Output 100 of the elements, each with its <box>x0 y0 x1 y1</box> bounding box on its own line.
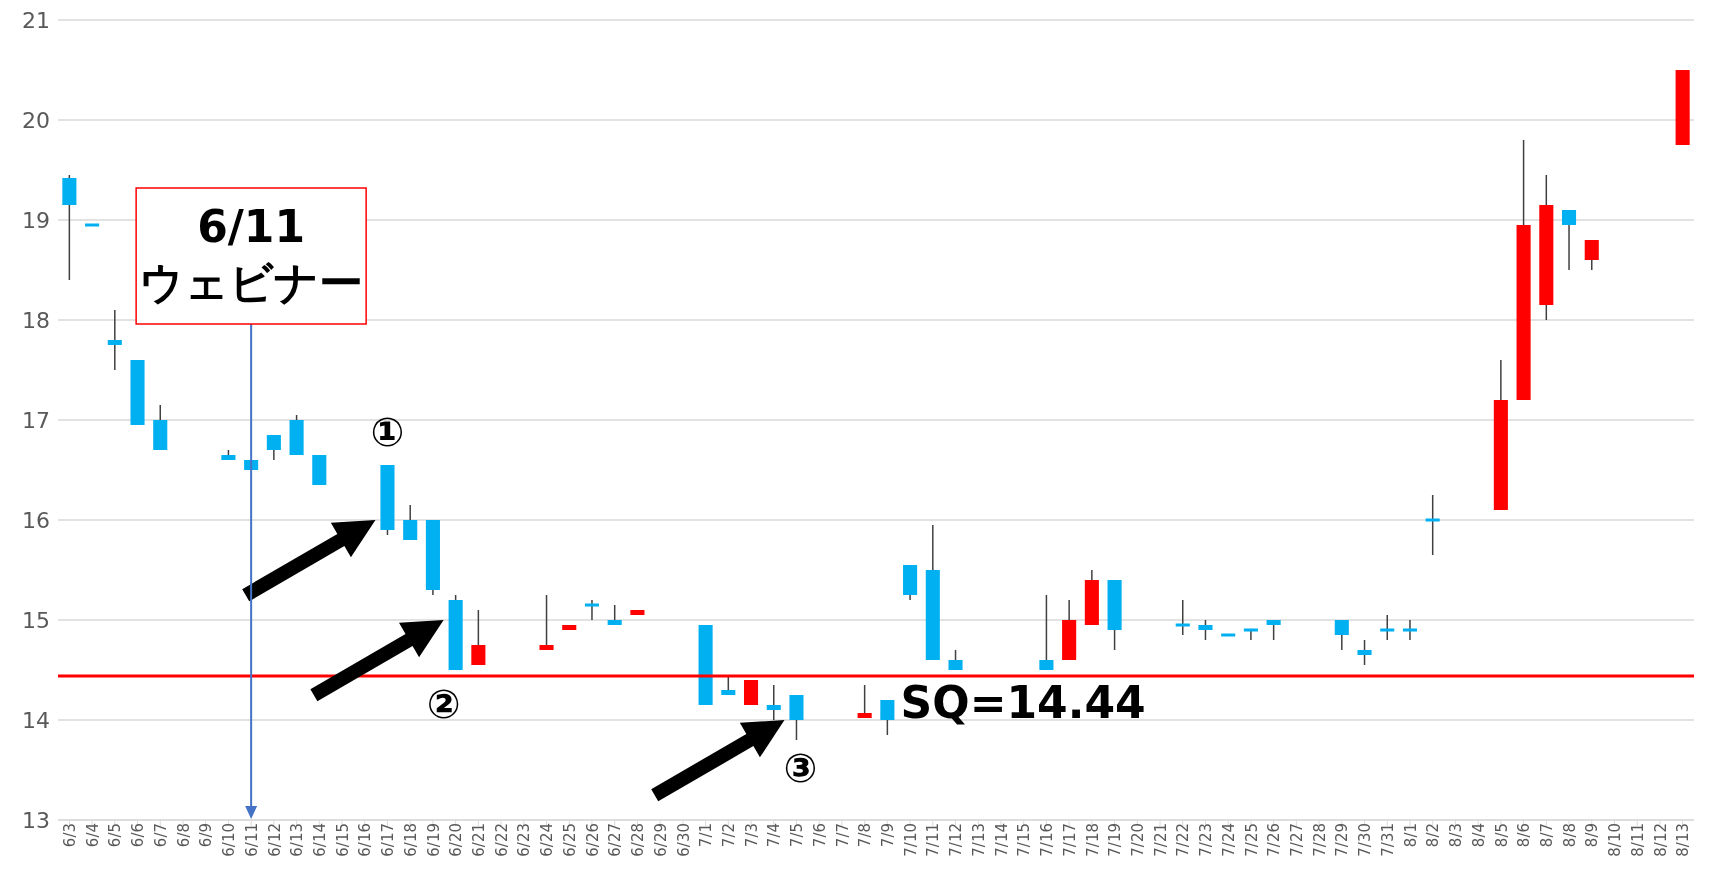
candlestick <box>1561 209 1577 271</box>
x-tick-label: 6/16 <box>356 823 375 857</box>
x-tick-label: 7/24 <box>1219 823 1238 857</box>
x-tick-label: 6/6 <box>129 823 148 848</box>
x-tick-label: 6/9 <box>197 823 216 848</box>
x-tick-label: 8/6 <box>1515 823 1534 848</box>
x-tick-label: 6/7 <box>151 823 170 848</box>
x-tick-label: 6/10 <box>220 823 239 857</box>
x-tick-label: 8/7 <box>1537 823 1556 848</box>
x-tick-label: 6/25 <box>560 823 579 857</box>
x-tick-label: 7/18 <box>1083 823 1102 857</box>
candlestick <box>584 599 600 621</box>
x-tick-label: 7/22 <box>1174 823 1193 857</box>
x-tick-label: 7/15 <box>1015 823 1034 857</box>
x-tick-label: 7/7 <box>833 823 852 848</box>
x-tick-label: 7/12 <box>947 823 966 857</box>
x-tick-label: 6/4 <box>83 823 102 848</box>
x-tick-label: 7/9 <box>879 823 898 848</box>
y-tick-label: 15 <box>22 607 50 633</box>
x-tick-label: 7/20 <box>1128 823 1147 857</box>
x-tick-label: 8/12 <box>1651 823 1670 857</box>
x-tick-label: 8/8 <box>1560 823 1579 848</box>
x-tick-label: 6/27 <box>606 823 625 857</box>
candlestick <box>1243 628 1258 641</box>
candlestick <box>539 594 554 651</box>
x-tick-label: 7/11 <box>924 823 943 857</box>
x-tick-label: 7/23 <box>1197 823 1216 857</box>
x-tick-label: 7/21 <box>1151 823 1170 857</box>
x-tick-label: 7/27 <box>1288 823 1307 857</box>
x-tick-label: 7/6 <box>810 823 829 848</box>
x-tick-label: 6/3 <box>61 823 80 848</box>
x-tick-label: 8/4 <box>1469 823 1488 848</box>
x-tick-label: 8/13 <box>1674 823 1693 857</box>
y-tick-label: 13 <box>22 807 50 833</box>
candlestick <box>1266 619 1281 641</box>
x-tick-label: 7/10 <box>901 823 920 857</box>
candlestick <box>1357 639 1372 666</box>
x-tick-label: 6/5 <box>106 823 125 848</box>
candlestick <box>1175 599 1190 636</box>
x-tick-label: 7/3 <box>742 823 761 848</box>
candlestick <box>471 609 486 666</box>
candlestick <box>107 309 122 371</box>
candlestick <box>1198 619 1213 641</box>
ref-line-label: 6/11 ウェビナー <box>139 201 364 308</box>
y-tick-label: 14 <box>22 707 50 733</box>
x-tick-label: 7/28 <box>1310 823 1329 857</box>
candlestick <box>266 434 281 461</box>
x-tick-label: 6/26 <box>583 823 602 857</box>
x-tick-label: 7/2 <box>719 823 738 848</box>
candlestick <box>1584 239 1599 271</box>
y-tick-label: 20 <box>22 107 50 133</box>
x-tick-label: 6/21 <box>470 823 489 857</box>
x-tick-label: 7/30 <box>1356 823 1375 857</box>
x-tick-label: 6/15 <box>333 823 352 857</box>
candlestick <box>1402 619 1418 641</box>
x-tick-label: 7/4 <box>765 823 784 848</box>
annotation: ② <box>426 681 461 727</box>
candlestick <box>1334 619 1349 651</box>
x-tick-label: 6/29 <box>651 823 670 857</box>
x-tick-label: 7/13 <box>969 823 988 857</box>
x-tick-label: 7/5 <box>788 823 807 848</box>
x-tick-label: 7/14 <box>992 823 1011 857</box>
x-tick-label: 6/12 <box>265 823 284 857</box>
x-tick-label: 8/3 <box>1447 823 1466 848</box>
candlestick <box>1039 594 1054 671</box>
x-tick-label: 8/11 <box>1628 823 1647 857</box>
x-tick-label: 8/2 <box>1424 823 1443 848</box>
y-tick-label: 21 <box>22 7 50 33</box>
candlestick <box>766 684 781 721</box>
x-tick-label: 6/11 <box>242 823 261 857</box>
x-tick-label: 6/17 <box>379 823 398 857</box>
y-tick-label: 19 <box>22 207 50 233</box>
x-tick-label: 7/31 <box>1378 823 1397 857</box>
candlestick <box>880 699 895 736</box>
x-tick-label: 6/24 <box>538 823 557 857</box>
x-tick-label: 6/20 <box>447 823 466 857</box>
candlestick <box>403 504 418 541</box>
x-tick-label: 7/19 <box>1106 823 1125 857</box>
annotation: ③ <box>783 745 818 791</box>
candlestick <box>1380 614 1395 641</box>
x-tick-label: 7/25 <box>1242 823 1261 857</box>
x-tick-label: 7/26 <box>1265 823 1284 857</box>
x-tick-label: 6/8 <box>174 823 193 848</box>
x-tick-label: 6/23 <box>515 823 534 857</box>
x-tick-label: 6/28 <box>629 823 648 857</box>
x-tick-label: 7/29 <box>1333 823 1352 857</box>
y-tick-label: 17 <box>22 407 50 433</box>
x-tick-label: 8/1 <box>1401 823 1420 848</box>
candlestick <box>1425 494 1440 556</box>
x-tick-label: 7/8 <box>856 823 875 848</box>
x-tick-label: 8/5 <box>1492 823 1511 848</box>
x-tick-label: 6/22 <box>492 823 511 857</box>
x-tick-label: 6/19 <box>424 823 443 857</box>
x-tick-label: 6/14 <box>310 823 329 857</box>
y-tick-label: 16 <box>22 507 50 533</box>
ref-line-label: SQ=14.44 <box>900 676 1146 728</box>
x-tick-label: 6/13 <box>288 823 307 857</box>
annotation: ① <box>370 409 405 455</box>
x-tick-label: 6/30 <box>674 823 693 857</box>
x-tick-label: 8/9 <box>1583 823 1602 848</box>
